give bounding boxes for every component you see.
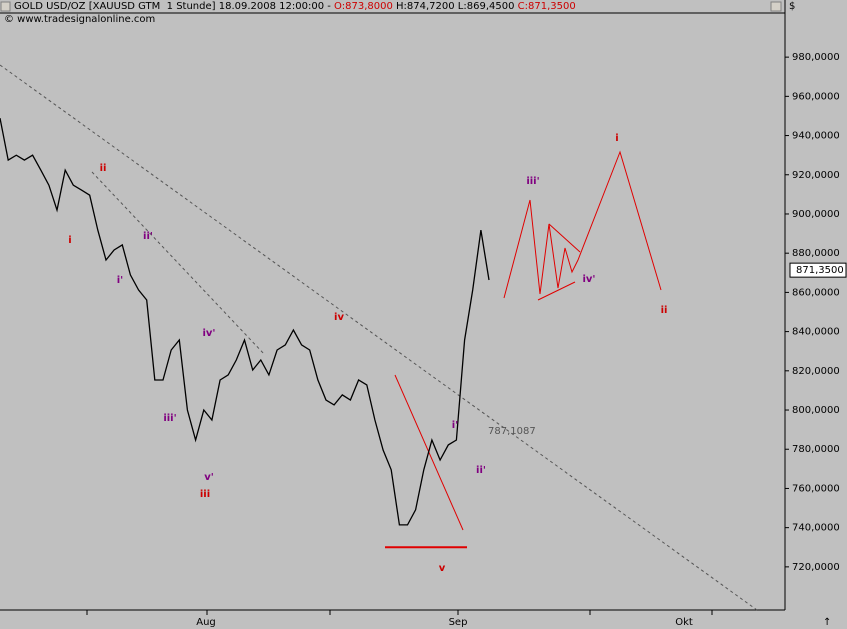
header: GOLD USD/OZ [XAUUSD GTM 1 Stunde] 18.09.…	[14, 0, 576, 13]
open: O:873,8000	[334, 1, 393, 12]
level-label: 787,1087	[488, 426, 536, 437]
wave-label: ii'	[476, 465, 486, 476]
y-tick-label: 880,0000	[792, 248, 840, 259]
y-tick-label: 960,0000	[792, 91, 840, 102]
last-price-box	[789, 262, 847, 278]
source: © www.tradesignalonline.com	[4, 14, 156, 25]
x-tick-label: Sep	[449, 617, 468, 628]
high-low: H:874,7200 L:869,4500	[396, 1, 515, 12]
triangle-line	[537, 281, 576, 301]
wave-label: i'	[452, 420, 459, 431]
currency-label: $	[789, 1, 795, 12]
projection-path	[503, 150, 662, 299]
wave-label: iii'	[163, 413, 176, 424]
header-button[interactable]	[0, 1, 11, 12]
scroll-arrow[interactable]: ↑	[823, 617, 831, 628]
wave-label: v'	[204, 472, 214, 483]
x-tick-label: Okt	[675, 617, 693, 628]
last-price-label: 871,3500	[796, 265, 844, 276]
wave-label: iii	[200, 489, 210, 500]
y-tick-label: 820,0000	[792, 366, 840, 377]
y-tick-label: 760,0000	[792, 483, 840, 494]
wave-label: ii	[100, 163, 107, 174]
price-line	[0, 117, 490, 526]
y-tick-label: 980,0000	[792, 52, 840, 63]
x-tick-label: Aug	[196, 617, 216, 628]
triangle-line	[548, 223, 581, 253]
close: C:871,3500	[517, 1, 576, 12]
y-tick-label: 840,0000	[792, 327, 840, 338]
wave-label: i	[615, 133, 618, 144]
wave-label: iv'	[582, 274, 595, 285]
y-tick-label: 780,0000	[792, 444, 840, 455]
y-tick-label: 920,0000	[792, 170, 840, 181]
y-tick-label: 900,0000	[792, 209, 840, 220]
wave-label: i	[68, 235, 71, 246]
wave-label: ii	[661, 305, 668, 316]
wave-label: iii'	[526, 176, 539, 187]
close-button[interactable]	[770, 1, 782, 12]
wave-label: iv'	[202, 328, 215, 339]
y-tick-label: 720,0000	[792, 562, 840, 573]
y-tick-label: 940,0000	[792, 131, 840, 142]
instrument: GOLD USD/OZ [XAUUSD GTM 1 Stunde] 18.09.…	[14, 1, 331, 12]
y-tick-label: 860,0000	[792, 287, 840, 298]
y-tick-label: 800,0000	[792, 405, 840, 416]
wave-label: i'	[117, 275, 124, 286]
wave-label: iv	[334, 312, 344, 323]
wave-label: v	[439, 563, 446, 574]
wave-label: ii'	[143, 231, 153, 242]
y-tick-label: 740,0000	[792, 523, 840, 534]
